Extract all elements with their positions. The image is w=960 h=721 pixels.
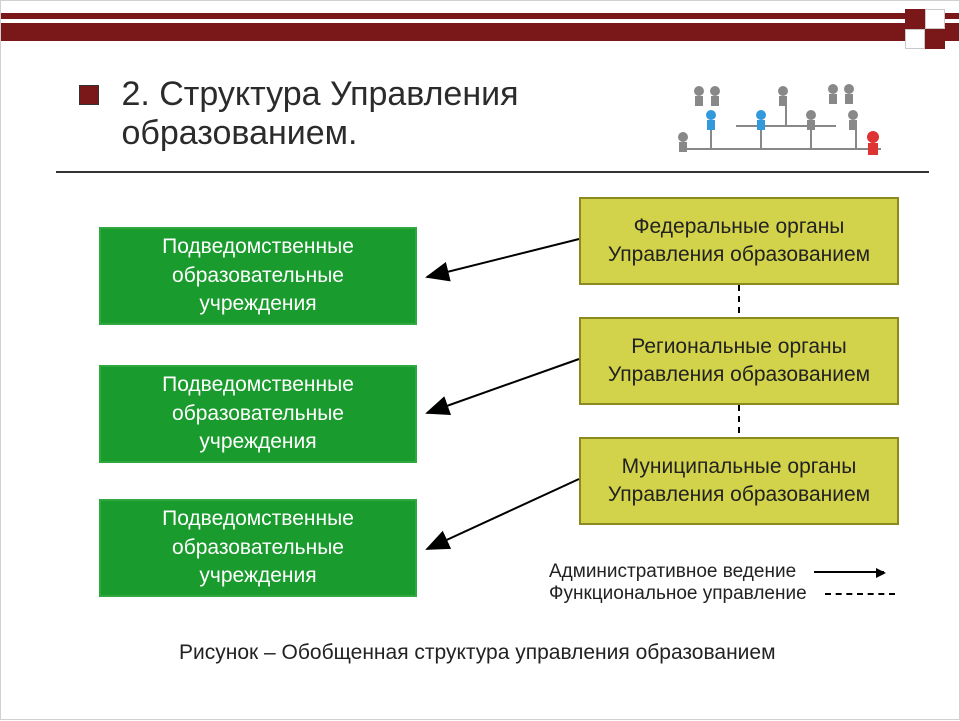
- title-bullet-icon: [79, 85, 99, 105]
- box-regional: Региональные органы Управления образован…: [579, 317, 899, 405]
- box-sub1-label: Подведомственные образовательные учрежде…: [115, 233, 401, 318]
- page-title: 2. Структура Управления образованием.: [121, 75, 641, 153]
- box-regional-label: Региональные органы Управления образован…: [595, 333, 883, 390]
- corner-squares: [905, 9, 945, 49]
- title-wrap: 2. Структура Управления образованием.: [79, 75, 641, 153]
- corner-sq-1: [905, 9, 925, 29]
- box-municipal: Муниципальные органы Управления образова…: [579, 437, 899, 525]
- corner-sq-3: [905, 29, 925, 49]
- legend-swatch-dashed-icon: [825, 593, 895, 595]
- legend-label-admin: Административное ведение: [549, 561, 796, 583]
- title-underline: [56, 171, 929, 173]
- legend-row-func: Функциональное управление: [549, 583, 895, 605]
- corner-sq-2: [925, 9, 945, 29]
- top-bar-thin: [1, 13, 959, 19]
- box-sub3-label: Подведомственные образовательные учрежде…: [115, 505, 401, 590]
- box-subordinate-2: Подведомственные образовательные учрежде…: [99, 365, 417, 463]
- slide: 2. Структура Управления образованием. Фе…: [0, 0, 960, 720]
- corner-sq-4: [925, 29, 945, 49]
- decor-org-people: [651, 71, 911, 161]
- figure-caption: Рисунок – Обобщенная структура управлени…: [179, 641, 776, 665]
- box-sub2-label: Подведомственные образовательные учрежде…: [115, 371, 401, 456]
- legend-row-admin: Административное ведение: [549, 561, 895, 583]
- box-federal-label: Федеральные органы Управления образовани…: [595, 213, 883, 270]
- box-subordinate-1: Подведомственные образовательные учрежде…: [99, 227, 417, 325]
- legend-label-func: Функциональное управление: [549, 583, 807, 605]
- box-subordinate-3: Подведомственные образовательные учрежде…: [99, 499, 417, 597]
- legend-swatch-solid-icon: [814, 571, 884, 573]
- legend: Административное ведение Функциональное …: [549, 561, 895, 605]
- top-bar-thick: [1, 23, 959, 41]
- box-municipal-label: Муниципальные органы Управления образова…: [595, 453, 883, 510]
- box-federal: Федеральные органы Управления образовани…: [579, 197, 899, 285]
